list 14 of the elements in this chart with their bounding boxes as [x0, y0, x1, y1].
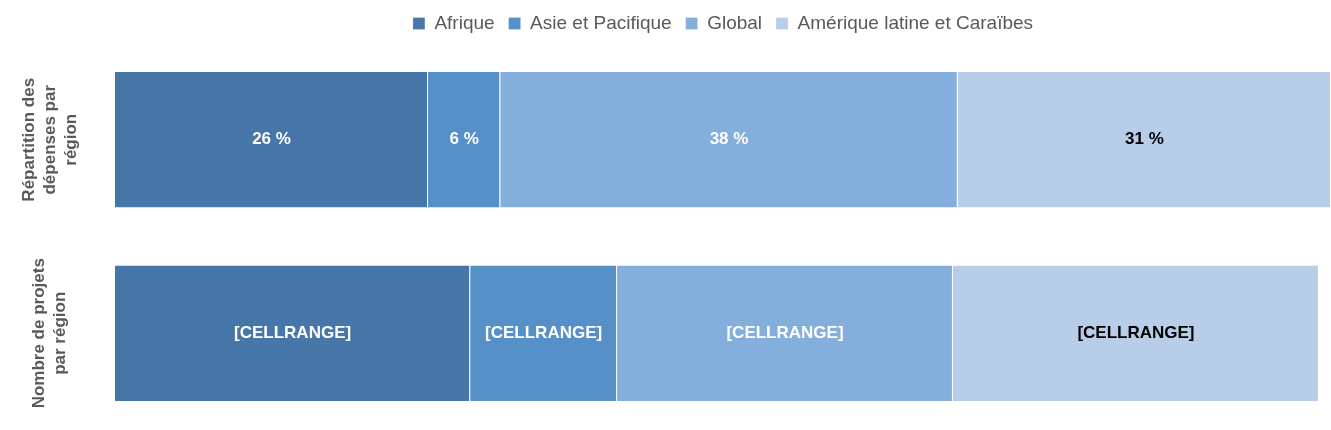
data-label: [CELLRANGE]: [726, 322, 844, 342]
data-label: [CELLRANGE]: [234, 322, 352, 342]
data-label: 26 %: [252, 129, 291, 149]
legend-label: Global: [707, 11, 763, 33]
legend-label: Afrique: [434, 11, 495, 33]
data-label: [CELLRANGE]: [1077, 322, 1195, 342]
data-label: 31 %: [1125, 129, 1164, 149]
data-label: [CELLRANGE]: [485, 322, 603, 342]
legend-label: Asie et Pacifique: [530, 11, 672, 33]
data-label: 38 %: [709, 129, 749, 149]
legend-label: Amérique latine et Caraïbes: [797, 11, 1034, 33]
data-label: 6 %: [449, 129, 479, 149]
y-tick-label: Nombre de projets par région: [29, 258, 70, 409]
y-tick-label: Répartition des dépenses par région: [18, 77, 80, 202]
